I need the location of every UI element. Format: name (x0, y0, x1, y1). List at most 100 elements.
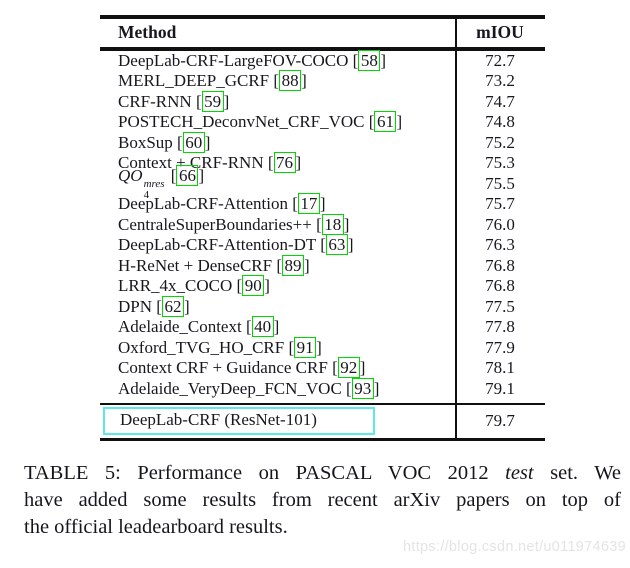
citation-ref[interactable]: 62 (161, 295, 184, 317)
table-header-rule (100, 47, 545, 51)
table-body: DeepLab-CRF-LargeFOV-COCO [58] 72.7 MERL_D… (100, 49, 545, 400)
method-name: CentraleSuperBoundaries++ (118, 214, 312, 234)
method-name: H-ReNet + DenseCRF (118, 255, 273, 275)
method-cell: Adelaide_VeryDeep_FCN_VOC [93] (118, 377, 380, 399)
table-row: DeepLab-CRF-Attention [17] 75.7 (100, 193, 545, 215)
method-cell: Oxford_TVG_HO_CRF [91] (118, 336, 322, 358)
table-row: Context + CRF-RNN [76] 75.3 (100, 152, 545, 174)
citation-ref[interactable]: 61 (374, 111, 397, 133)
citation-ref[interactable]: 63 (325, 234, 348, 256)
method-name: DPN (118, 296, 153, 316)
column-divider (455, 18, 457, 439)
table-row: MERL_DEEP_GCRF [88] 73.2 (100, 70, 545, 92)
method-cell: DeepLab-CRF-LargeFOV-COCO [58] (118, 49, 387, 71)
method-name: DeepLab-CRF-Attention-DT (118, 235, 316, 255)
caption-line-3: the official leadearboard results. (24, 516, 288, 538)
table-mid-rule (100, 403, 545, 405)
method-cell: DeepLab-CRF-Attention-DT [63] (118, 234, 354, 256)
table-row: LRR_4x_COCO [90] 76.8 (100, 275, 545, 297)
miou-value: 79.1 (485, 378, 515, 398)
citation-ref[interactable]: 89 (282, 254, 304, 276)
citation-ref[interactable]: 66 (176, 165, 199, 187)
miou-value: 74.7 (485, 91, 515, 111)
watermark-url: https://blog.csdn.net/u011974639 (403, 539, 626, 555)
method-name: MERL_DEEP_GCRF (118, 71, 270, 91)
method-name: POSTECH_DeconvNet_CRF_VOC (118, 112, 365, 132)
table-row: QO mres 4 [66] 75.5 (100, 165, 545, 201)
citation-ref[interactable]: 58 (358, 49, 381, 71)
citation-ref[interactable]: 92 (337, 357, 360, 379)
caption-text: set. We (533, 462, 621, 484)
results-table: Method mIOU DeepLab-CRF-LargeFOV-COCO [5… (100, 15, 545, 442)
column-header-method: Method (118, 22, 177, 43)
highlighted-method-box: DeepLab-CRF (ResNet-101) (103, 407, 375, 436)
citation-ref[interactable]: 91 (294, 336, 317, 358)
caption-italic-word: test (505, 462, 534, 484)
miou-value: 73.2 (485, 71, 515, 91)
miou-value: 75.7 (485, 194, 515, 214)
citation-ref[interactable]: 88 (279, 70, 302, 92)
method-name: Oxford_TVG_HO_CRF (118, 337, 285, 357)
citation-ref[interactable]: 17 (297, 193, 320, 215)
miou-value: 77.8 (485, 317, 515, 337)
caption-text: TABLE 5: Performance on PASCAL VOC 2012 (24, 462, 506, 484)
table-header: Method mIOU (100, 19, 545, 48)
method-name: QO mres 4 (118, 166, 165, 202)
table-row: CentraleSuperBoundaries++ [18] 76.0 (100, 213, 545, 236)
miou-value: 75.5 (485, 173, 515, 193)
table-row: BoxSup [60] 75.2 (100, 131, 545, 154)
method-cell: Context + CRF-RNN [76] (118, 152, 302, 174)
method-cell: LRR_4x_COCO [90] (118, 275, 270, 297)
table-bottom-rule (100, 437, 545, 442)
citation-ref[interactable]: 60 (182, 131, 205, 153)
miou-value: 79.7 (485, 411, 515, 431)
table-row: Adelaide_VeryDeep_FCN_VOC [93] 79.1 (100, 377, 545, 400)
method-name: BoxSup (118, 132, 173, 152)
method-cell: CentraleSuperBoundaries++ [18] (118, 213, 350, 235)
method-name: Context CRF + Guidance CRF (118, 358, 328, 378)
method-cell: BoxSup [60] (118, 131, 211, 153)
citation-ref[interactable]: 40 (251, 316, 274, 338)
citation-ref[interactable]: 90 (242, 275, 265, 297)
miou-value: 78.1 (485, 358, 515, 378)
citation-ref[interactable]: 76 (273, 152, 296, 174)
method-cell: Context CRF + Guidance CRF [92] (118, 357, 366, 379)
citation-ref[interactable]: 93 (351, 377, 374, 399)
method-cell: DeepLab-CRF (ResNet-101) (100, 407, 455, 436)
table-row: CRF-RNN [59] 74.7 (100, 90, 545, 113)
caption-line-2: have added some results from recent arXi… (24, 489, 621, 511)
table-caption: TABLE 5: Performance on PASCAL VOC 2012 … (24, 460, 621, 541)
miou-value: 76.0 (485, 214, 515, 234)
miou-value: 75.2 (485, 132, 515, 152)
table-row: H-ReNet + DenseCRF [89] 76.8 (100, 254, 545, 277)
citation-ref[interactable]: 18 (321, 213, 344, 235)
column-header-miou: mIOU (476, 22, 524, 43)
method-name: Adelaide_VeryDeep_FCN_VOC (118, 378, 342, 398)
method-name: CRF-RNN (118, 91, 192, 111)
method-cell: DPN [62] (118, 295, 190, 317)
miou-value: 76.8 (485, 276, 515, 296)
caption-line-1: TABLE 5: Performance on PASCAL VOC 2012 … (24, 460, 621, 487)
method-name: Context + CRF-RNN (118, 153, 264, 173)
miou-value: 77.5 (485, 296, 515, 316)
method-cell: POSTECH_DeconvNet_CRF_VOC [61] (118, 111, 403, 133)
method-cell: CRF-RNN [59] (118, 90, 230, 112)
method-name: Adelaide_Context (118, 317, 242, 337)
table-row: Context CRF + Guidance CRF [92] 78.1 (100, 357, 545, 379)
citation-ref[interactable]: 59 (201, 90, 224, 112)
highlight-row: DeepLab-CRF (ResNet-101) 79.7 (100, 405, 545, 438)
miou-value: 77.9 (485, 337, 515, 357)
table-row: DeepLab-CRF-Attention-DT [63] 76.3 (100, 234, 545, 256)
table-row: DPN [62] 77.5 (100, 295, 545, 318)
miou-value: 76.3 (485, 235, 515, 255)
method-cell: DeepLab-CRF-Attention [17] (118, 193, 326, 215)
method-name: DeepLab-CRF-Attention (118, 194, 288, 214)
miou-value: 72.7 (485, 50, 515, 70)
method-cell: H-ReNet + DenseCRF [89] (118, 254, 310, 276)
miou-value: 76.8 (485, 255, 515, 275)
table-row: Adelaide_Context [40] 77.8 (100, 316, 545, 338)
method-name: DeepLab-CRF-LargeFOV-COCO (118, 50, 349, 70)
miou-value: 74.8 (485, 112, 515, 132)
method-name: LRR_4x_COCO (118, 276, 233, 296)
